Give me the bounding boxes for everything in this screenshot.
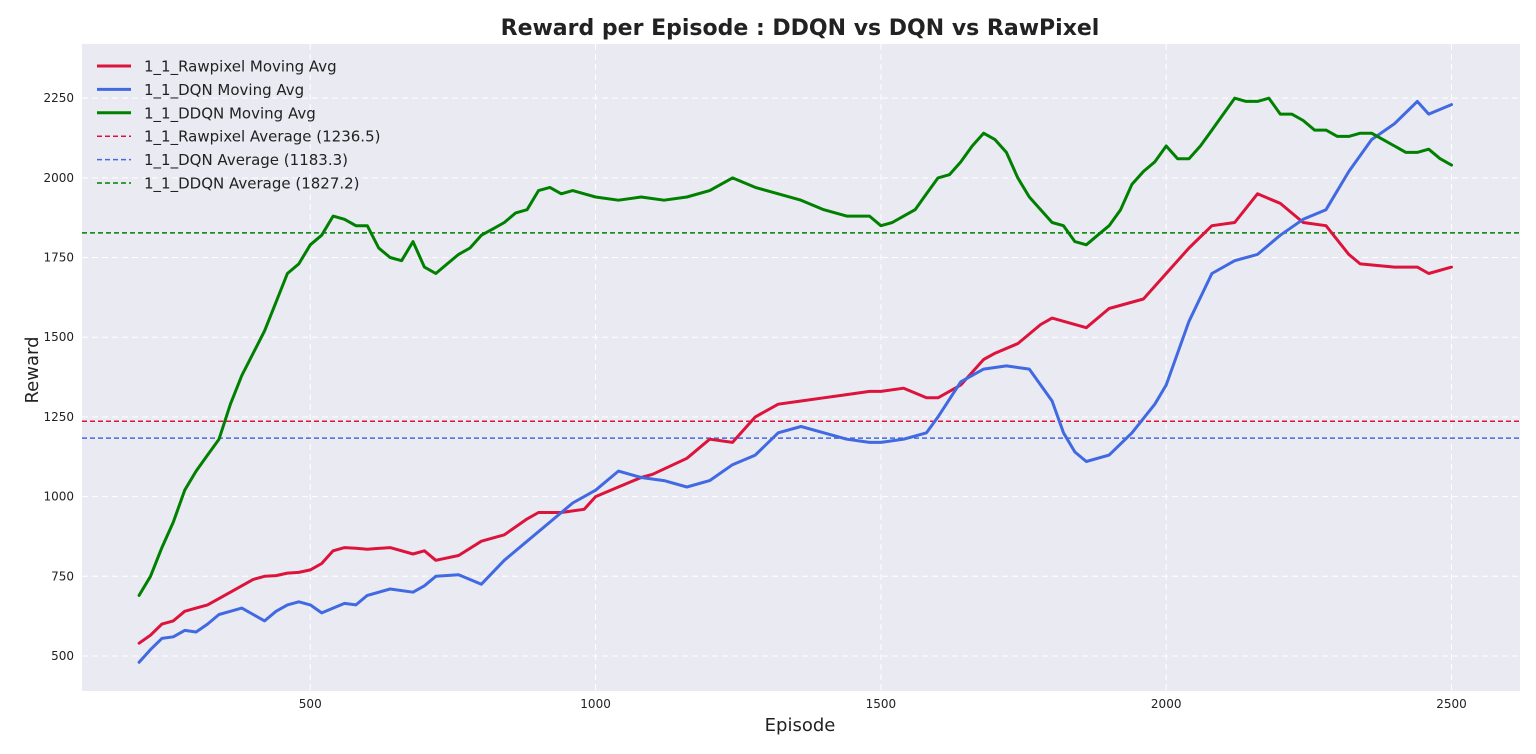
- y-tick-label: 500: [51, 649, 74, 663]
- series-line: [137, 192, 1453, 645]
- y-tick-label: 1500: [43, 330, 74, 344]
- y-axis-label: Reward: [22, 336, 43, 403]
- y-tick-label: 1750: [43, 251, 74, 265]
- y-tick-label: 750: [51, 569, 74, 583]
- legend-label: 1_1_DDQN Average (1827.2): [144, 175, 360, 194]
- x-ticks: 500 1000 1500 2000 2500: [299, 697, 1467, 711]
- series-line: [137, 96, 1453, 597]
- y-tick-label: 2000: [43, 171, 74, 185]
- y-ticks: 500 750 1000 1250 1500 1750 2000 2250: [43, 91, 74, 663]
- series-lines: [137, 96, 1453, 664]
- y-tick-label: 1250: [43, 410, 74, 424]
- legend-label: 1_1_Rawpixel Moving Avg: [144, 58, 337, 77]
- plot-area: [82, 44, 1520, 691]
- series-line: [137, 99, 1453, 664]
- x-tick-label: 2500: [1436, 697, 1467, 711]
- legend-label: 1_1_Rawpixel Average (1236.5): [144, 128, 380, 147]
- x-tick-label: 500: [299, 697, 322, 711]
- legend-label: 1_1_DDQN Moving Avg: [144, 104, 316, 123]
- y-tick-label: 2250: [43, 91, 74, 105]
- legend-label: 1_1_DQN Average (1183.3): [144, 151, 348, 170]
- legend-label: 1_1_DQN Moving Avg: [144, 81, 304, 100]
- x-axis-label: Episode: [765, 715, 836, 736]
- y-tick-label: 1000: [43, 490, 74, 504]
- x-tick-label: 1500: [866, 697, 897, 711]
- chart-title: Reward per Episode : DDQN vs DQN vs RawP…: [501, 16, 1100, 41]
- grid: [82, 44, 1520, 691]
- x-tick-label: 1000: [580, 697, 611, 711]
- legend: 1_1_Rawpixel Moving Avg 1_1_DQN Moving Av…: [97, 58, 380, 194]
- x-tick-label: 2000: [1151, 697, 1182, 711]
